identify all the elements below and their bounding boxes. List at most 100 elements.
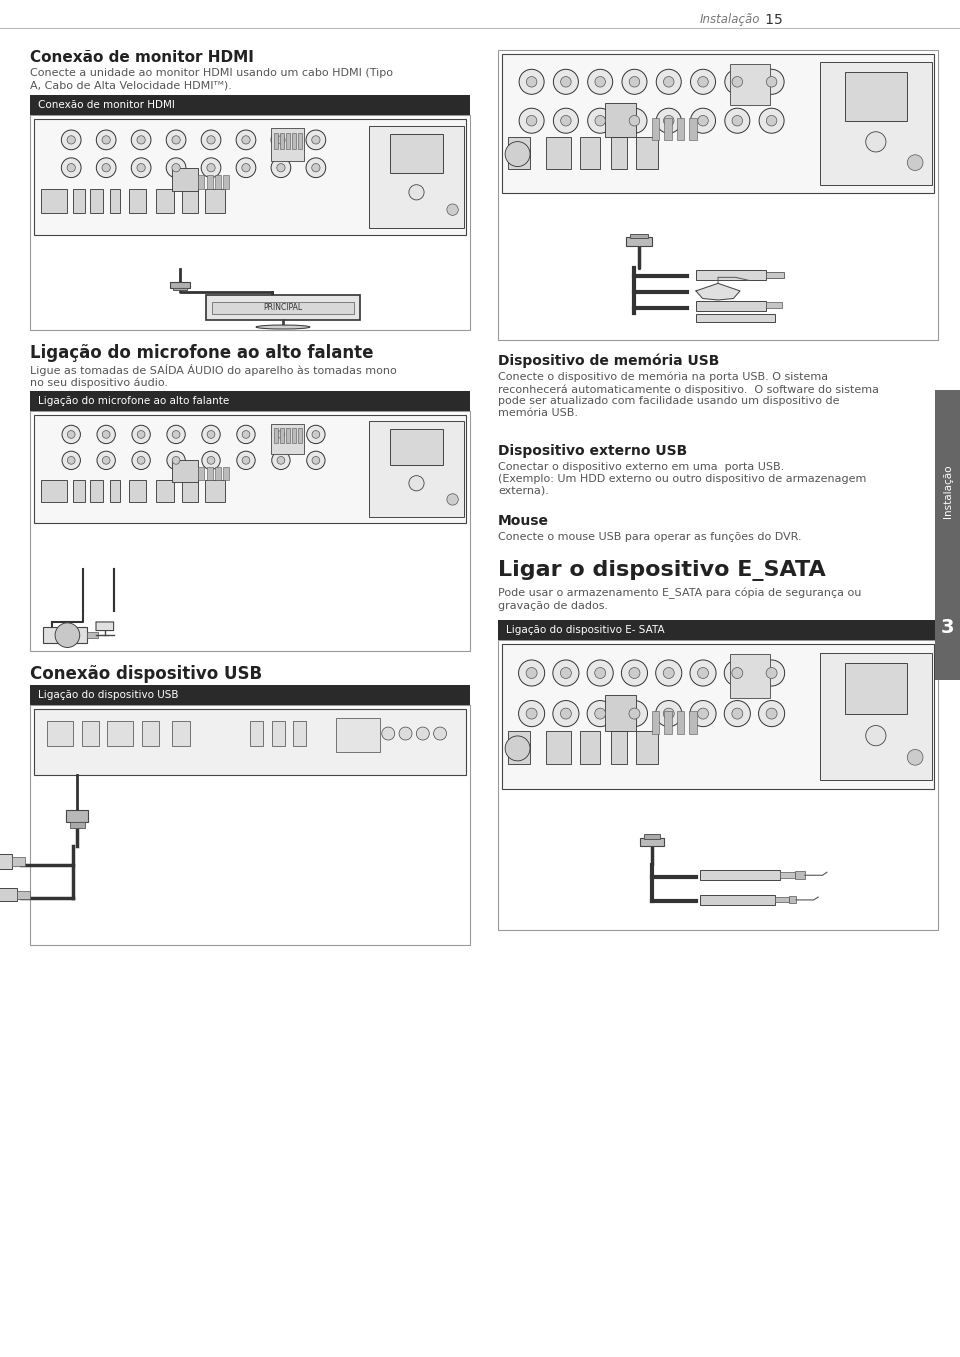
Circle shape [553, 69, 579, 94]
Circle shape [202, 157, 221, 178]
Circle shape [657, 69, 682, 94]
Circle shape [907, 155, 923, 171]
Bar [156, 480, 174, 502]
Circle shape [97, 451, 115, 470]
Circle shape [907, 749, 923, 765]
Circle shape [137, 164, 145, 172]
Bar [498, 620, 938, 641]
Bar [820, 62, 932, 185]
Circle shape [67, 136, 75, 144]
Bar [30, 115, 470, 330]
Text: 15: 15 [752, 14, 782, 27]
Bar [12, 858, 25, 866]
Bar [696, 315, 775, 322]
Circle shape [276, 164, 285, 172]
Bar [206, 467, 212, 480]
Bar [298, 429, 301, 444]
Text: Mouse: Mouse [498, 514, 549, 528]
Bar [173, 288, 186, 290]
Circle shape [588, 700, 613, 726]
Bar [701, 870, 780, 881]
Circle shape [690, 660, 716, 687]
Circle shape [724, 660, 751, 687]
Circle shape [758, 700, 784, 726]
Circle shape [732, 76, 743, 87]
Bar [292, 133, 296, 149]
Bar [677, 711, 684, 734]
Circle shape [409, 476, 424, 491]
Circle shape [137, 456, 145, 464]
Circle shape [271, 157, 291, 178]
Circle shape [132, 451, 151, 470]
Bar [336, 718, 379, 752]
Circle shape [172, 430, 180, 438]
Circle shape [621, 700, 647, 726]
Circle shape [698, 708, 708, 719]
Circle shape [67, 164, 75, 172]
Bar [170, 282, 189, 288]
Text: Conecte o dispositivo de memória na porta USB. O sistema
reconhecerá automaticam: Conecte o dispositivo de memória na port… [498, 372, 879, 418]
Circle shape [725, 109, 750, 133]
Circle shape [236, 157, 255, 178]
Text: A, Cabo de Alta Velocidade HDMIᵀᴹ).: A, Cabo de Alta Velocidade HDMIᵀᴹ). [30, 81, 232, 91]
Circle shape [505, 735, 530, 761]
Bar [250, 721, 263, 746]
Circle shape [62, 425, 81, 444]
Bar [223, 175, 229, 189]
Bar [172, 460, 199, 482]
Bar [498, 50, 938, 341]
Bar [845, 72, 907, 121]
Bar [182, 189, 199, 213]
Circle shape [312, 164, 320, 172]
Bar [508, 137, 530, 168]
Circle shape [434, 727, 446, 740]
Circle shape [594, 708, 606, 719]
Circle shape [526, 668, 537, 678]
Circle shape [242, 456, 250, 464]
Circle shape [207, 430, 215, 438]
Bar [87, 632, 98, 638]
Circle shape [277, 456, 285, 464]
Text: Ligação do microfone ao alto falante: Ligação do microfone ao alto falante [30, 345, 373, 362]
Text: Ligação do microfone ao alto falante: Ligação do microfone ao alto falante [38, 396, 229, 406]
Text: Conecte a unidade ao monitor HDMI usando um cabo HDMI (Tipo: Conecte a unidade ao monitor HDMI usando… [30, 68, 393, 77]
Circle shape [399, 727, 412, 740]
Bar [34, 415, 466, 522]
Circle shape [167, 425, 185, 444]
Circle shape [656, 660, 682, 687]
Circle shape [656, 700, 682, 726]
Circle shape [67, 456, 75, 464]
Text: Ligar o dispositivo E_SATA: Ligar o dispositivo E_SATA [498, 560, 826, 581]
Bar [766, 271, 784, 278]
Text: Ligação do dispositivo E- SATA: Ligação do dispositivo E- SATA [506, 626, 664, 635]
Bar [293, 721, 306, 746]
Circle shape [519, 69, 544, 94]
Circle shape [866, 132, 886, 152]
Bar [502, 645, 934, 788]
Text: Pode usar o armazenamento E_SATA para cópia de segurança ou
gravação de dados.: Pode usar o armazenamento E_SATA para có… [498, 588, 861, 611]
Bar [652, 118, 660, 140]
Bar [664, 118, 672, 140]
Circle shape [698, 115, 708, 126]
Circle shape [166, 157, 186, 178]
Bar [286, 133, 290, 149]
Circle shape [202, 130, 221, 149]
Circle shape [172, 136, 180, 144]
Circle shape [553, 109, 579, 133]
Bar [74, 189, 85, 213]
Circle shape [526, 115, 537, 126]
Circle shape [866, 726, 886, 746]
Circle shape [417, 727, 429, 740]
Circle shape [207, 164, 215, 172]
Circle shape [207, 456, 215, 464]
Bar [498, 641, 938, 930]
Bar [502, 54, 934, 193]
Bar [215, 175, 221, 189]
Circle shape [409, 185, 424, 199]
Circle shape [132, 130, 151, 149]
Bar [40, 480, 67, 502]
Circle shape [277, 430, 285, 438]
Bar [677, 118, 684, 140]
Polygon shape [696, 284, 740, 300]
Circle shape [690, 69, 715, 94]
